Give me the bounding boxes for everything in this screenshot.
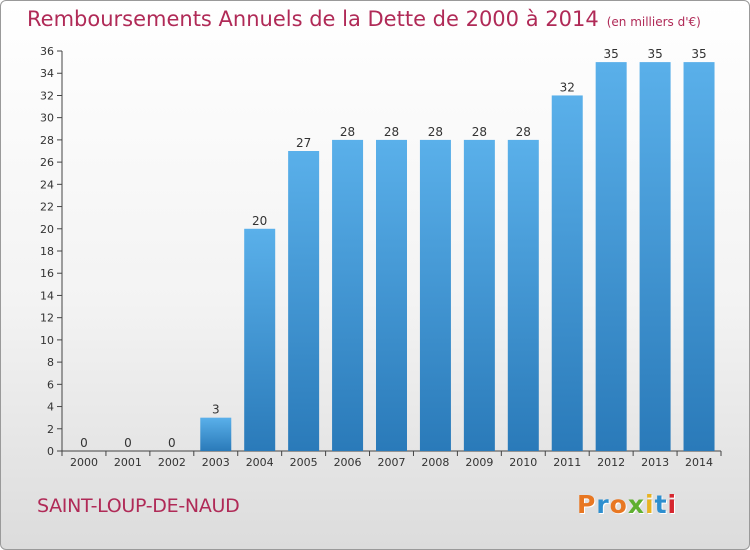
x-tick-label-2001: 2001 (114, 456, 142, 469)
y-tick-label: 14 (40, 289, 54, 302)
x-tick-label-2010: 2010 (509, 456, 537, 469)
y-tick-label: 10 (40, 334, 54, 347)
y-tick-label: 18 (40, 245, 54, 258)
y-tick-label: 0 (47, 445, 54, 458)
logo-letter: x (627, 490, 645, 519)
data-label-2008: 28 (428, 125, 443, 139)
y-tick-label: 30 (40, 112, 54, 125)
chart-title: Remboursements Annuels de la Dette de 20… (27, 7, 701, 31)
x-tick-label-2012: 2012 (597, 456, 625, 469)
y-tick-label: 8 (47, 356, 54, 369)
x-tick-label-2004: 2004 (246, 456, 274, 469)
bar-2010 (507, 139, 539, 451)
bar-2008 (419, 139, 451, 451)
y-tick-label: 32 (40, 89, 54, 102)
logo-letter: i (667, 490, 678, 519)
data-label-2013: 35 (647, 47, 662, 61)
y-tick-label: 22 (40, 201, 54, 214)
x-tick-label-2000: 2000 (70, 456, 98, 469)
logo-letter: t (654, 490, 668, 519)
bar-2006 (332, 139, 364, 451)
y-tick-label: 6 (47, 378, 54, 391)
x-tick-label-2011: 2011 (553, 456, 581, 469)
logo-letter: P (577, 490, 597, 519)
data-label-2005: 27 (296, 136, 311, 150)
bar-2007 (376, 139, 407, 451)
data-label-2003: 3 (212, 403, 220, 417)
data-label-2014: 35 (691, 47, 706, 61)
y-tick-label: 16 (40, 267, 54, 280)
chart-data-labels: 0 0 0 3 20 27 28 28 28 28 28 32 35 35 35 (80, 47, 707, 450)
bar-2004 (244, 228, 276, 451)
x-tick-label-2002: 2002 (158, 456, 186, 469)
data-label-2000: 0 (80, 436, 88, 450)
commune-name: SAINT-LOUP-DE-NAUD (37, 495, 240, 517)
x-tick-label-2008: 2008 (421, 456, 449, 469)
logo-letter: r (596, 490, 610, 519)
x-tick-label-2014: 2014 (685, 456, 713, 469)
x-tick-label-2005: 2005 (290, 456, 318, 469)
y-tick-label: 24 (40, 178, 54, 191)
data-label-2006: 28 (340, 125, 355, 139)
y-tick-label: 26 (40, 156, 54, 169)
x-tick-label-2006: 2006 (334, 456, 362, 469)
y-tick-label: 34 (40, 67, 54, 80)
bar-2003 (200, 417, 232, 451)
chart-unit-label: (en milliers d'€) (606, 15, 701, 29)
logo-letter: i (645, 490, 655, 519)
y-tick-label: 4 (47, 401, 54, 414)
data-label-2007: 28 (384, 125, 399, 139)
x-tick-label-2007: 2007 (378, 456, 406, 469)
bar-2005 (288, 151, 320, 451)
bar-2012 (595, 62, 627, 451)
chart-title-text: Remboursements Annuels de la Dette de 20… (27, 7, 599, 31)
y-tick-label: 2 (47, 423, 54, 436)
bar-2014 (683, 62, 715, 451)
data-label-2011: 32 (560, 80, 575, 94)
data-label-2001: 0 (124, 436, 132, 450)
data-label-2004: 20 (252, 214, 267, 228)
proxiti-logo: Proxiti (577, 490, 677, 519)
bar-2013 (639, 62, 671, 451)
bar-2009 (463, 139, 495, 451)
x-tick-label-2013: 2013 (641, 456, 669, 469)
bar-2011 (551, 95, 583, 451)
x-tick-label-2003: 2003 (202, 456, 230, 469)
y-tick-label: 36 (40, 45, 54, 58)
x-tick-label-2009: 2009 (465, 456, 493, 469)
y-tick-label: 28 (40, 134, 54, 147)
y-tick-label: 20 (40, 223, 54, 236)
data-label-2009: 28 (472, 125, 487, 139)
logo-letter: o (609, 490, 628, 519)
data-label-2012: 35 (604, 47, 619, 61)
chart-bars (200, 62, 715, 451)
data-label-2010: 28 (516, 125, 531, 139)
y-tick-label: 12 (40, 312, 54, 325)
data-label-2002: 0 (168, 436, 176, 450)
